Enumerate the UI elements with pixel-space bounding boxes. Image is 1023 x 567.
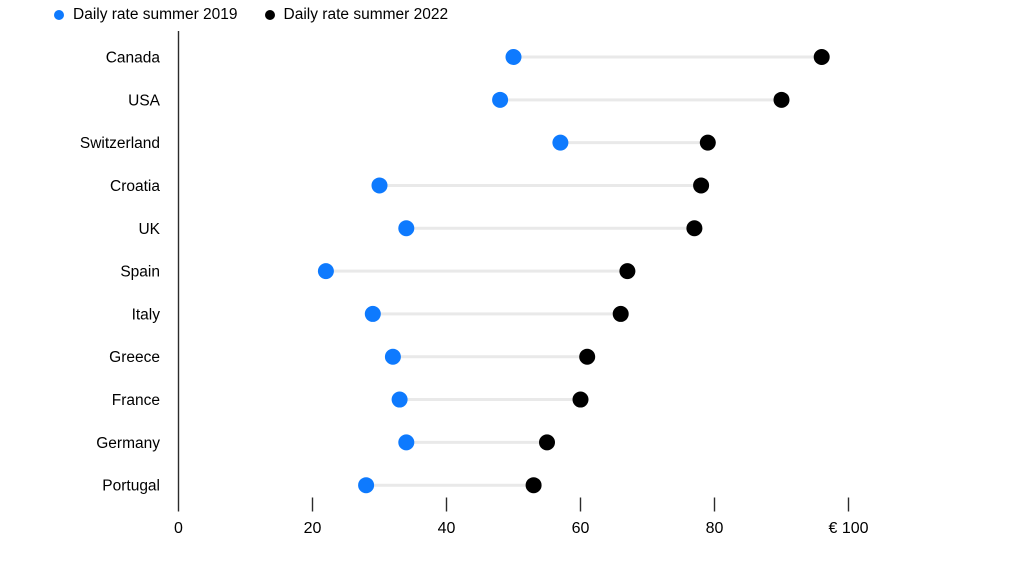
dot-2019-spain <box>317 263 334 280</box>
dot-2019-uk <box>398 220 415 237</box>
category-label-switzerland: Switzerland <box>80 135 160 152</box>
category-label-usa: USA <box>128 92 161 109</box>
dot-2022-canada <box>813 49 830 65</box>
category-label-canada: Canada <box>106 50 161 67</box>
dot-2019-germany <box>398 434 415 451</box>
x-tick-label-60: 60 <box>572 520 590 537</box>
dot-2022-italy <box>612 305 629 322</box>
dot-2019-switzerland <box>552 134 569 151</box>
dot-2019-croatia <box>371 177 388 194</box>
dot-2019-france <box>391 391 408 408</box>
legend-label-summer-2019: Daily rate summer 2019 <box>73 6 238 23</box>
category-label-portugal: Portugal <box>102 478 160 495</box>
dot-2019-usa <box>492 91 509 108</box>
dot-2019-italy <box>364 305 381 322</box>
dot-2019-portugal <box>358 477 375 494</box>
dot-2022-switzerland <box>699 134 716 151</box>
dot-2022-spain <box>619 263 636 280</box>
dot-2022-uk <box>686 220 703 237</box>
chart-legend: Daily rate summer 2019 Daily rate summer… <box>54 6 448 24</box>
x-tick-label-20: 20 <box>304 520 322 537</box>
legend-dot-2019-icon <box>54 10 64 20</box>
category-label-uk: UK <box>138 221 160 238</box>
category-label-croatia: Croatia <box>110 178 160 195</box>
category-label-italy: Italy <box>132 306 161 323</box>
dot-2022-croatia <box>693 177 710 194</box>
category-label-germany: Germany <box>96 435 160 452</box>
dot-2022-germany <box>539 434 555 451</box>
x-tick-label-100: € 100 <box>828 520 868 537</box>
dot-2022-portugal <box>525 477 542 494</box>
legend-dot-2022-icon <box>264 10 275 20</box>
dot-2022-france <box>572 391 589 408</box>
x-tick-label-80: 80 <box>706 520 724 537</box>
dot-2019-canada <box>505 49 522 65</box>
x-tick-label-0: 0 <box>174 520 183 537</box>
category-label-greece: Greece <box>109 349 160 366</box>
legend-item-summer-2022: Daily rate summer 2022 <box>264 6 449 24</box>
category-label-spain: Spain <box>120 264 160 281</box>
x-tick-label-40: 40 <box>438 520 456 537</box>
dot-2019-greece <box>384 348 401 365</box>
legend-item-summer-2019: Daily rate summer 2019 <box>54 6 238 24</box>
dot-2022-usa <box>773 91 790 108</box>
category-label-france: France <box>112 392 160 409</box>
dot-2022-greece <box>579 348 596 365</box>
legend-label-summer-2022: Daily rate summer 2022 <box>283 6 449 23</box>
